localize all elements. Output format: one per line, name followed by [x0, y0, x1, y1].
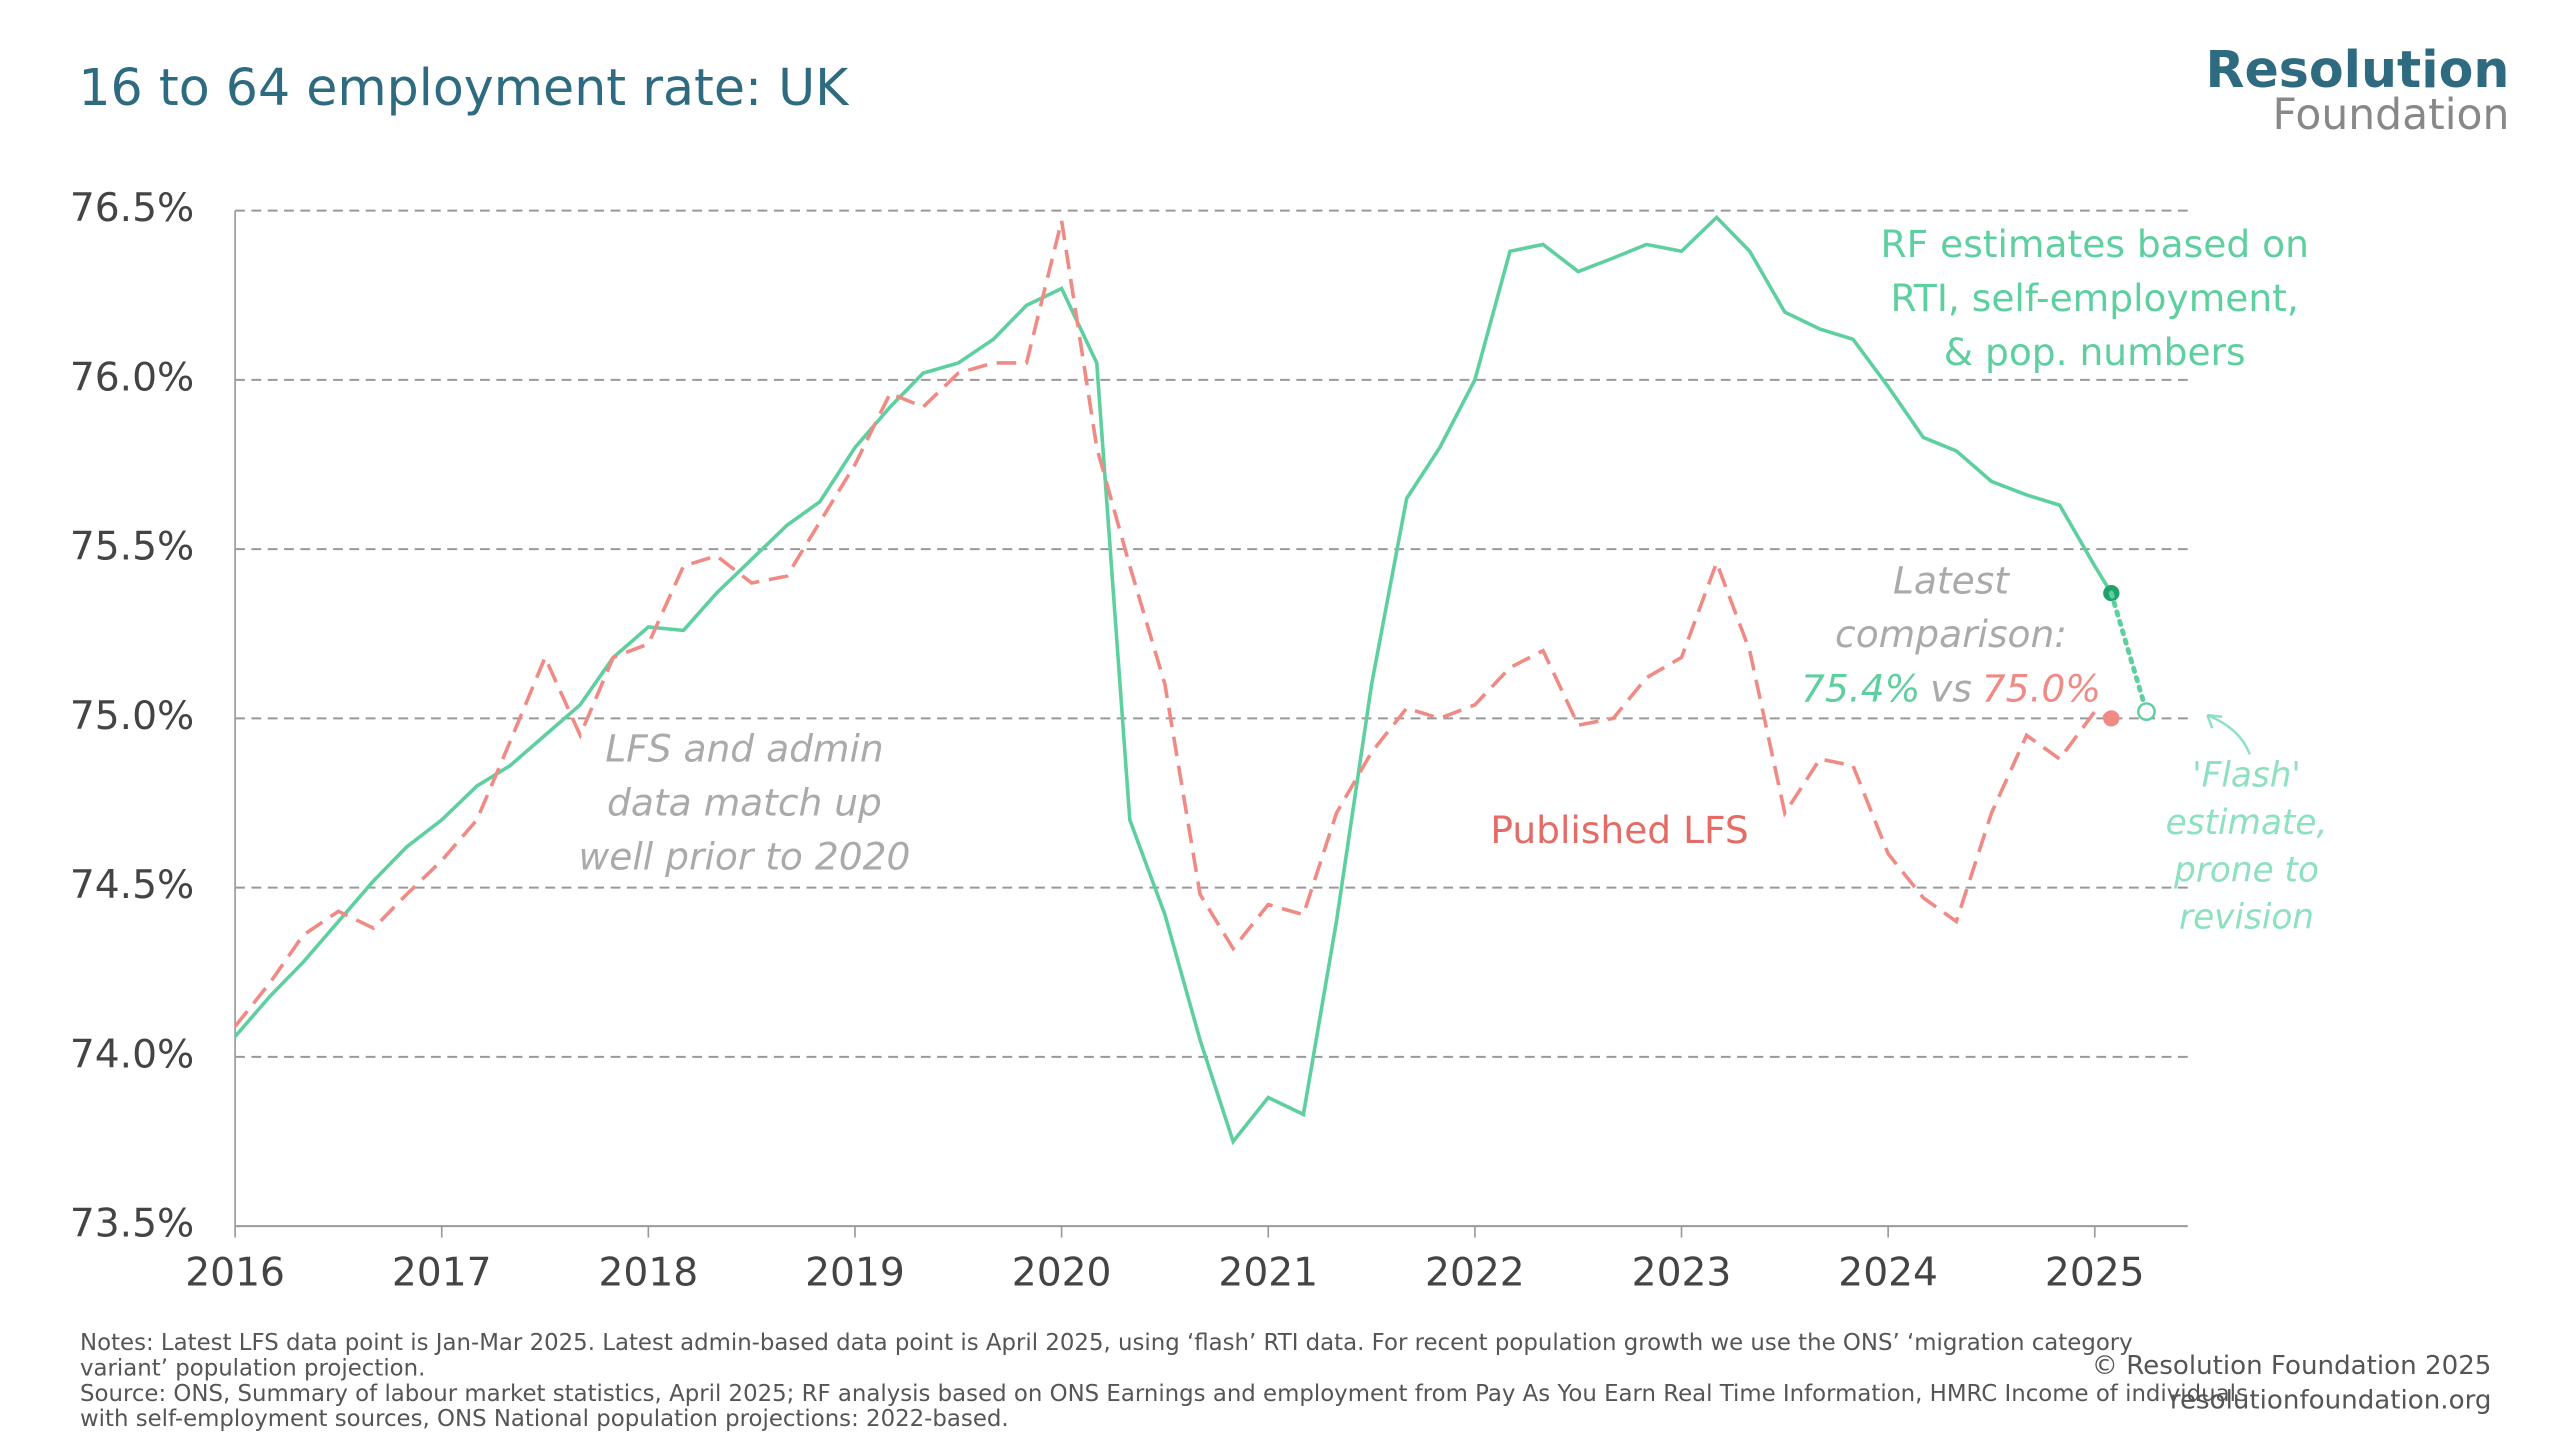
y-tick-label: 75.5% [70, 525, 194, 570]
x-tick-label: 2024 [1838, 1251, 1938, 1296]
note: variant’ population projection. [80, 1355, 425, 1381]
annotation: 'Flash' [2192, 756, 2301, 796]
annotation: 75.4% vs 75.0% [1801, 666, 2101, 710]
flash-point [2137, 702, 2156, 721]
line [233, 214, 2113, 1146]
annotation: Latest [1893, 558, 2010, 602]
annotation: well prior to 2020 [579, 834, 911, 878]
annotation-arrow [2206, 713, 2251, 755]
x-tick-label: 2016 [185, 1251, 285, 1296]
y-tick-label: 74.0% [70, 1032, 194, 1077]
annotation: data match up [607, 780, 882, 824]
annotation: revision [2179, 898, 2314, 938]
logo: Resolution [2205, 40, 2509, 99]
annotation: estimate, [2166, 803, 2328, 843]
copyright: resolutionfoundation.org [2170, 1385, 2492, 1415]
annotation-part: vs [1930, 666, 1972, 710]
x-tick-label: 2019 [805, 1251, 905, 1296]
x-tick-label: 2022 [1425, 1251, 1525, 1296]
y-tick-label: 76.5% [70, 186, 194, 231]
y-tick-label: 75.0% [70, 694, 194, 739]
annotation: & pop. numbers [1944, 330, 2246, 374]
annotation: comparison: [1835, 612, 2067, 656]
y-tick-label: 76.0% [70, 355, 194, 400]
y-tick-label: 74.5% [70, 863, 194, 908]
x-tick-label: 2023 [1632, 1251, 1732, 1296]
x-tick-label: 2020 [1012, 1251, 1112, 1296]
annotation: prone to [2173, 850, 2319, 890]
x-tick-label: 2025 [2045, 1251, 2145, 1296]
annotation: Published LFS [1490, 808, 1748, 852]
chart-title: 16 to 64 employment rate: UK [78, 58, 850, 117]
flash-link [2108, 590, 2149, 715]
note: Source: ONS, Summary of labour market st… [80, 1381, 2248, 1407]
note: Notes: Latest LFS data point is Jan-Mar … [80, 1330, 2133, 1356]
annotation: LFS and admin [605, 727, 884, 771]
annotation: RF estimates based on [1880, 222, 2308, 266]
y-tick-label: 73.5% [70, 1202, 194, 1247]
x-tick-label: 2021 [1218, 1251, 1318, 1296]
annotation: RTI, self-employment, [1891, 276, 2299, 320]
end-point [2103, 710, 2120, 727]
copyright: © Resolution Foundation 2025 [2092, 1351, 2492, 1381]
annotation-part: 75.0% [1982, 666, 2101, 710]
note: with self-employment sources, ONS Nation… [80, 1406, 1009, 1432]
x-tick-label: 2018 [599, 1251, 699, 1296]
annotation-part: 75.4% [1801, 666, 1920, 710]
logo: Foundation [2272, 91, 2509, 140]
x-tick-label: 2017 [392, 1251, 492, 1296]
line [233, 220, 2112, 1028]
